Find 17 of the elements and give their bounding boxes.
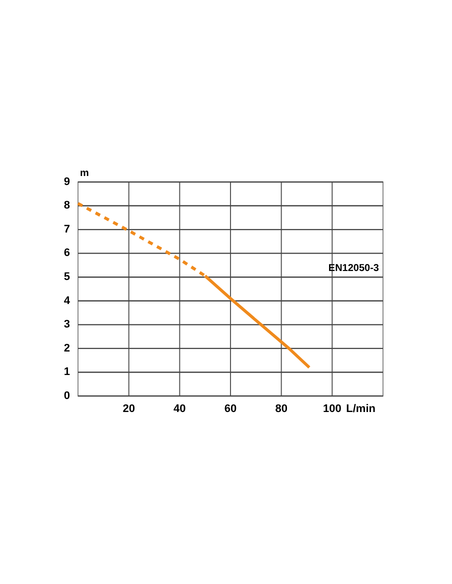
y-tick-label: 6 [64,247,70,260]
y-tick-label: 2 [64,342,70,354]
y-tick-label: 5 [64,271,70,284]
x-axis-title: L/min [346,403,376,415]
y-tick-label: 1 [64,366,70,378]
x-tick-label: 100 [322,403,342,415]
y-tick-label: 4 [64,294,71,307]
y-tick-label: 7 [64,223,70,236]
y-tick-label: 0 [64,390,70,402]
x-tick-label: 80 [275,403,288,415]
x-tick-label: 20 [122,403,135,415]
y-axis-title: m [80,168,89,179]
x-tick-label: 40 [174,403,186,415]
y-tick-label: 9 [64,176,70,188]
y-tick-label: 3 [64,318,70,331]
y-tick-label: 8 [64,200,70,212]
x-tick-label: 60 [224,403,237,415]
